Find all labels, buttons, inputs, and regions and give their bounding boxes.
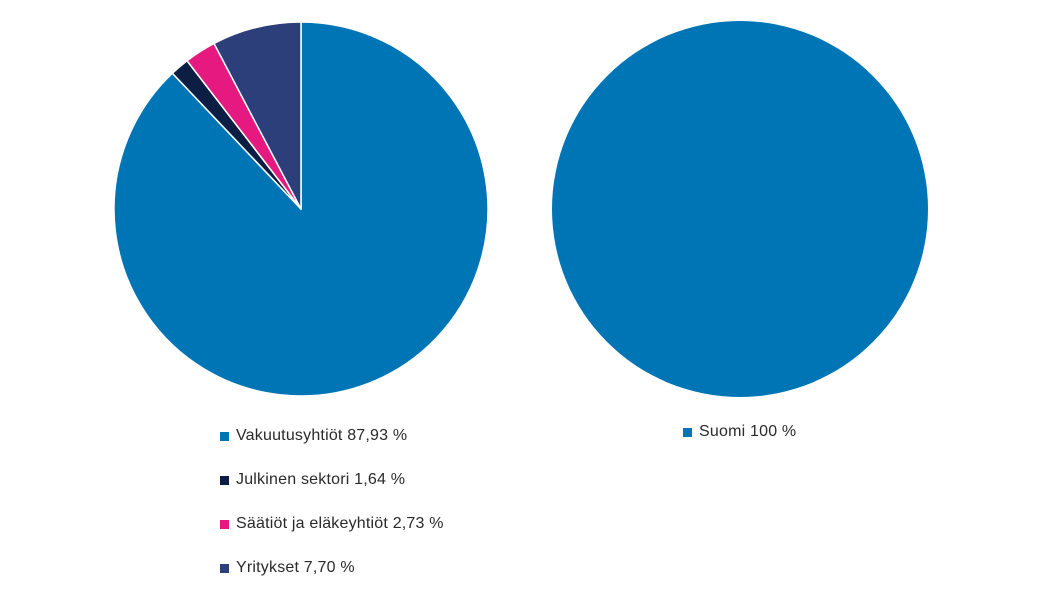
ownership-legend-item: Vakuutusyhtiöt 87,93 % xyxy=(220,425,444,447)
legend-swatch xyxy=(220,431,229,441)
country-legend-item: Suomi 100 % xyxy=(683,421,796,443)
legend-swatch xyxy=(220,519,229,529)
ownership-legend-item: Säätiöt ja eläkeyhtiöt 2,73 % xyxy=(220,513,444,535)
legend-label: Säätiöt ja eläkeyhtiöt 2,73 % xyxy=(236,515,444,532)
country-pie-chart xyxy=(552,21,928,397)
legend-swatch xyxy=(220,563,229,573)
country-pie-slice-0 xyxy=(552,21,928,397)
legend-label: Julkinen sektori 1,64 % xyxy=(236,471,406,488)
legend-label: Yritykset 7,70 % xyxy=(236,559,355,576)
ownership-pie-slice-3 xyxy=(213,21,302,210)
legend-swatch xyxy=(220,475,229,485)
country-legend: Suomi 100 % xyxy=(683,421,796,465)
ownership-legend-item: Julkinen sektori 1,64 % xyxy=(220,469,444,491)
ownership-pie-chart xyxy=(113,21,489,397)
ownership-legend: Vakuutusyhtiöt 87,93 % Julkinen sektori 1… xyxy=(220,425,444,601)
ownership-legend-item: Yritykset 7,70 % xyxy=(220,557,444,579)
legend-label: Vakuutusyhtiöt 87,93 % xyxy=(236,427,408,444)
legend-label: Suomi 100 % xyxy=(699,423,797,440)
legend-swatch xyxy=(683,427,692,437)
